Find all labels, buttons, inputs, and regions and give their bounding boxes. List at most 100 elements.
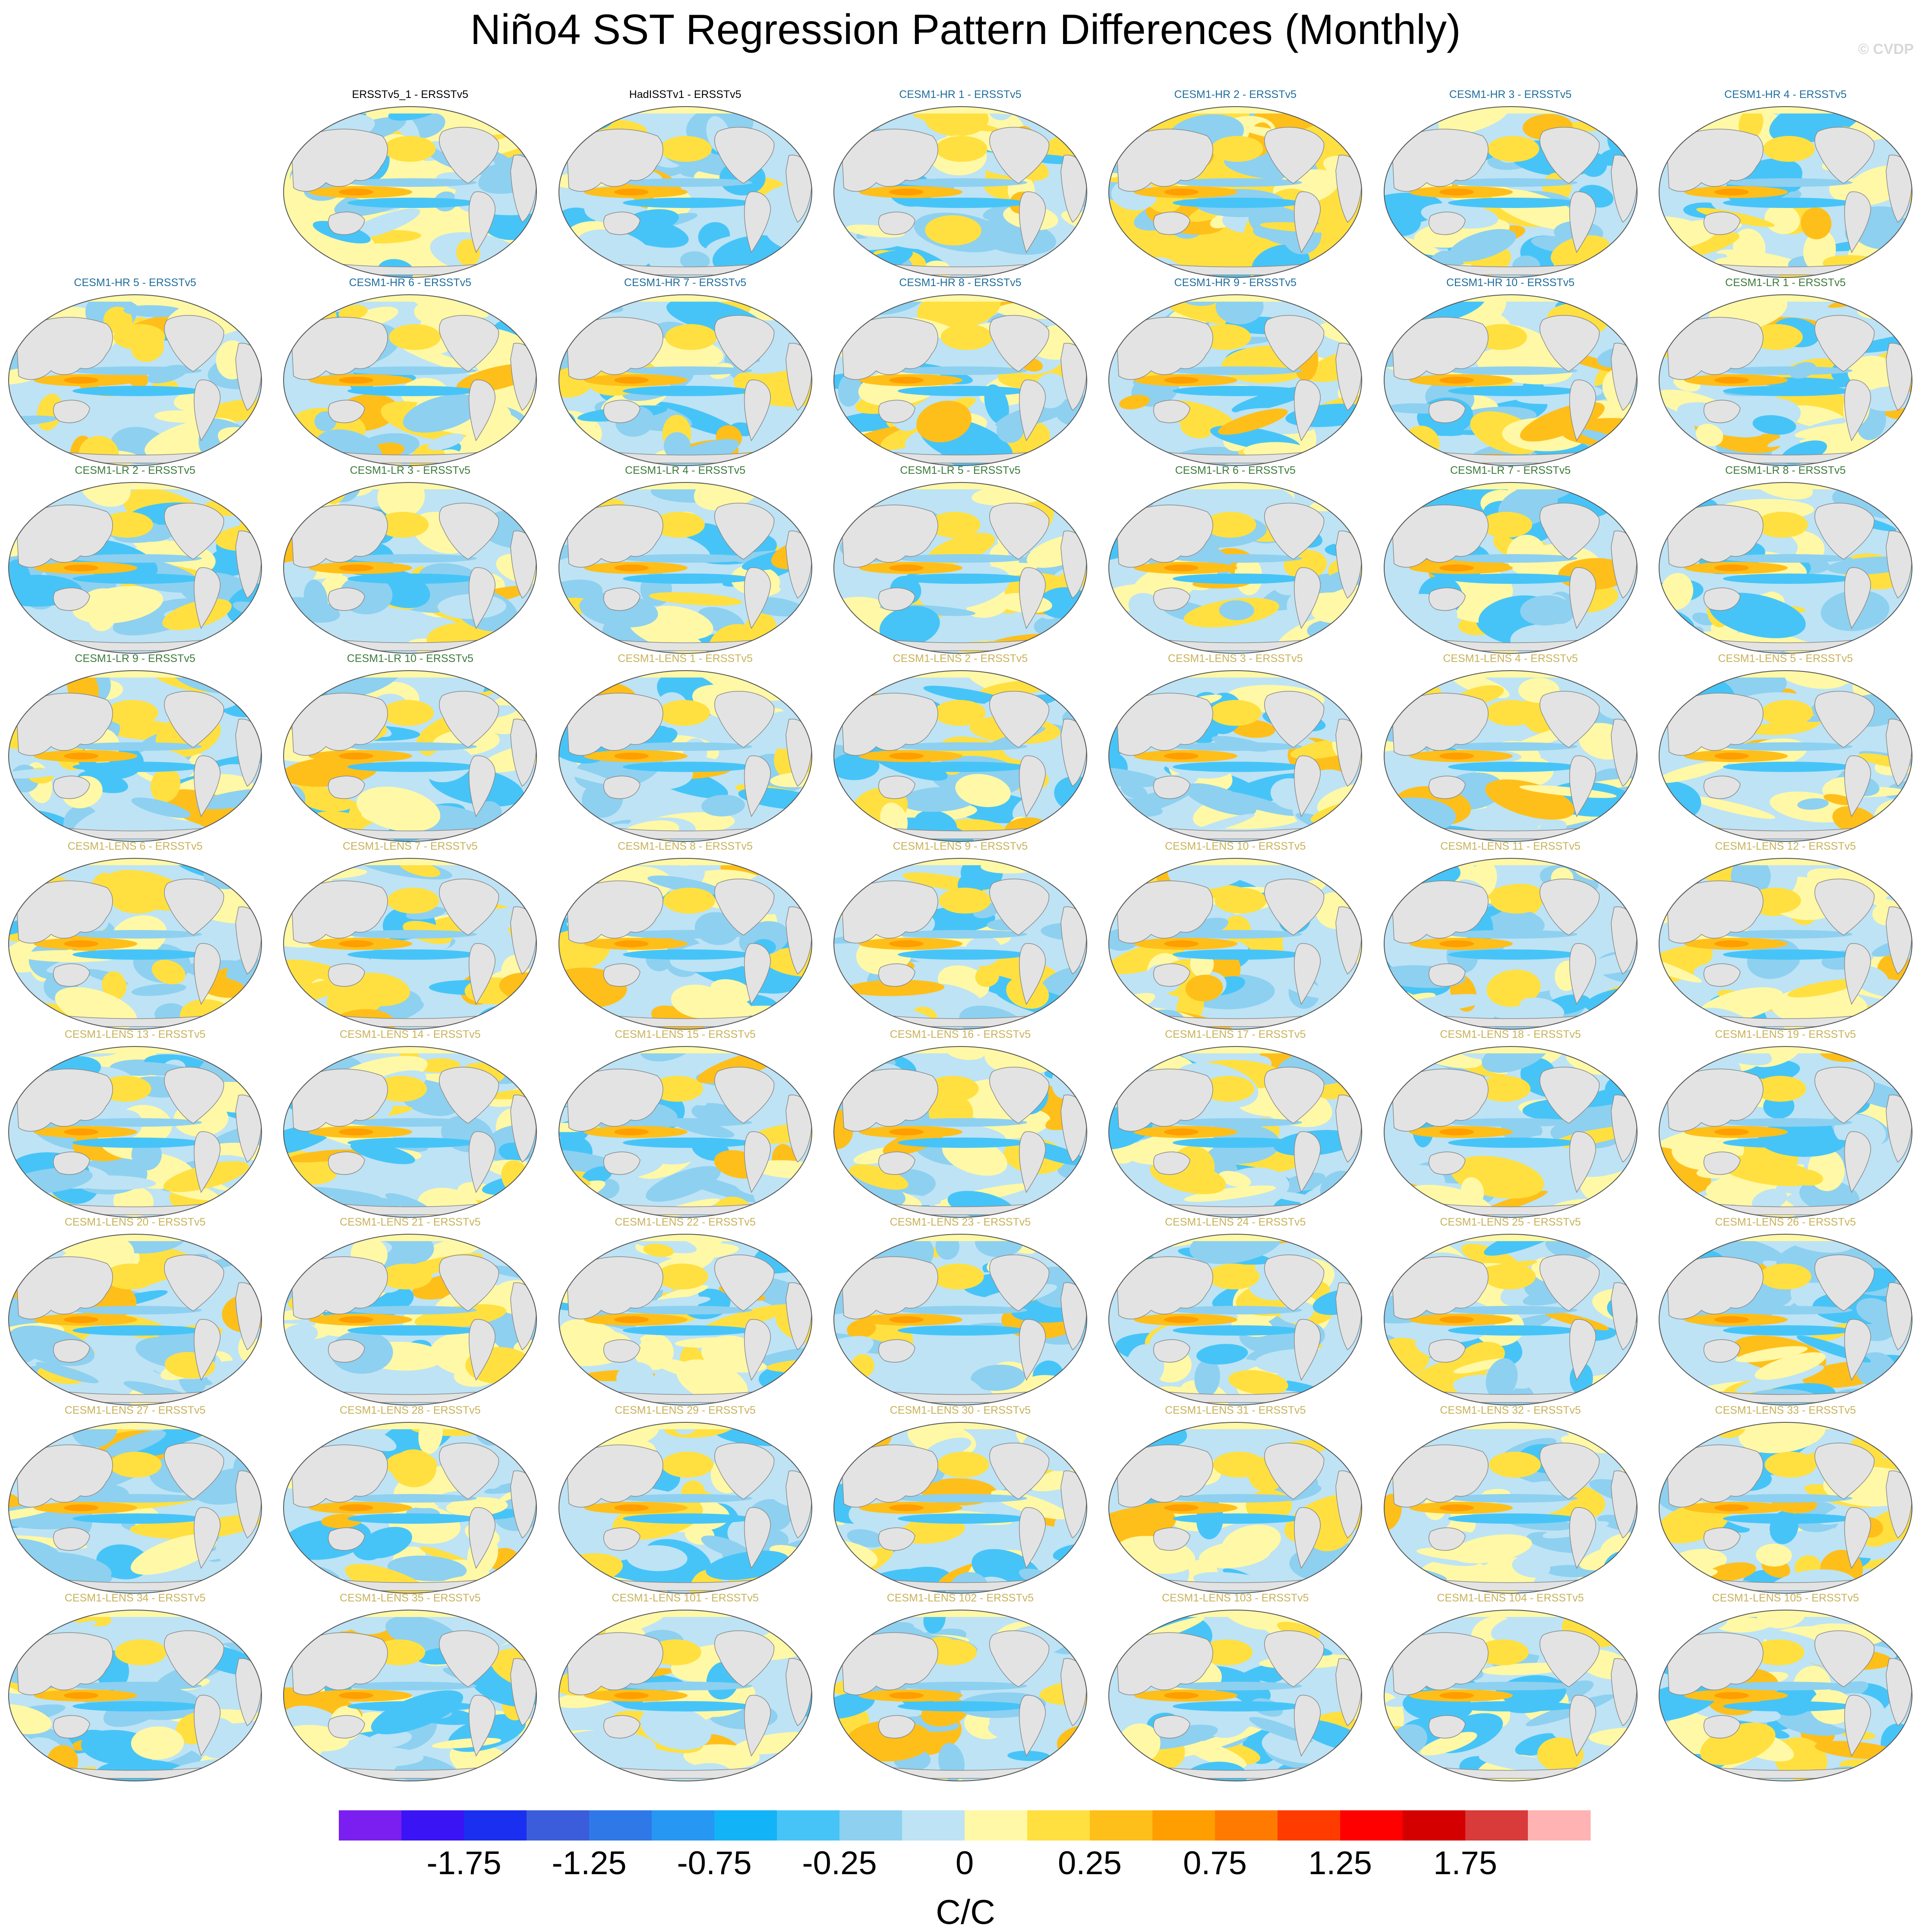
colorbar-swatch (902, 1810, 965, 1841)
regression-map (558, 1421, 812, 1594)
colorbar-tick-label: 0.25 (1058, 1845, 1122, 1882)
regression-map (833, 1421, 1087, 1594)
map-panel: CESM1-LENS 16 - ERSSTv5 (831, 1028, 1090, 1220)
panel-title: CESM1-LENS 2 - ERSSTv5 (893, 652, 1028, 665)
panel-title: CESM1-LR 2 - ERSSTv5 (75, 464, 196, 476)
colorbar-tick-label: -1.25 (552, 1845, 626, 1882)
panel-title: CESM1-HR 10 - ERSSTv5 (1446, 276, 1575, 289)
regression-map (833, 1234, 1087, 1406)
map-panel: CESM1-LENS 21 - ERSSTv5 (281, 1216, 540, 1408)
panel-title: CESM1-LENS 33 - ERSSTv5 (1715, 1404, 1856, 1416)
panel-title: CESM1-LENS 31 - ERSSTv5 (1164, 1404, 1306, 1416)
map-panel: CESM1-LENS 9 - ERSSTv5 (831, 840, 1090, 1032)
panel-title: CESM1-LENS 9 - ERSSTv5 (893, 840, 1028, 852)
map-panel: HadISSTv1 - ERSSTv5 (556, 88, 815, 281)
panel-title: CESM1-LENS 20 - ERSSTv5 (64, 1216, 206, 1228)
map-panel: CESM1-LENS 29 - ERSSTv5 (556, 1404, 815, 1596)
map-panel: CESM1-LENS 17 - ERSSTv5 (1106, 1028, 1365, 1220)
panel-title: CESM1-LENS 104 - ERSSTv5 (1437, 1592, 1584, 1604)
map-panel: CESM1-LR 8 - ERSSTv5 (1656, 464, 1915, 656)
map-panel: CESM1-HR 1 - ERSSTv5 (831, 88, 1090, 281)
colorbar-swatch (1090, 1810, 1153, 1841)
map-panel: CESM1-LENS 103 - ERSSTv5 (1106, 1592, 1365, 1784)
colorbar-swatch (589, 1810, 652, 1841)
panel-title: CESM1-LENS 18 - ERSSTv5 (1440, 1028, 1581, 1040)
panel-title: HadISSTv1 - ERSSTv5 (629, 88, 741, 101)
panel-title: CESM1-LENS 32 - ERSSTv5 (1440, 1404, 1581, 1416)
map-panel: CESM1-LENS 2 - ERSSTv5 (831, 652, 1090, 845)
regression-map (833, 482, 1087, 654)
regression-map (1108, 1234, 1363, 1406)
regression-map (283, 106, 537, 278)
map-panel: CESM1-LR 3 - ERSSTv5 (281, 464, 540, 656)
regression-map (558, 1234, 812, 1406)
panel-title: CESM1-LENS 30 - ERSSTv5 (890, 1404, 1031, 1416)
panel-title: CESM1-LENS 11 - ERSSTv5 (1440, 840, 1581, 852)
map-panel: CESM1-LENS 4 - ERSSTv5 (1381, 652, 1640, 845)
panel-title: CESM1-LENS 5 - ERSSTv5 (1718, 652, 1853, 665)
regression-map (1383, 858, 1638, 1030)
colorbar-swatch (1465, 1810, 1528, 1841)
map-panel: CESM1-LENS 18 - ERSSTv5 (1381, 1028, 1640, 1220)
map-panel: CESM1-HR 5 - ERSSTv5 (6, 277, 265, 469)
map-panel: CESM1-LENS 30 - ERSSTv5 (831, 1404, 1090, 1596)
panel-title: CESM1-LENS 35 - ERSSTv5 (340, 1592, 481, 1604)
regression-map (558, 294, 812, 466)
map-panel: CESM1-LENS 5 - ERSSTv5 (1656, 652, 1915, 845)
regression-map (1383, 1234, 1638, 1406)
colorbar-tick-label: 0 (956, 1845, 974, 1882)
regression-map (1383, 670, 1638, 842)
map-panel: CESM1-LENS 26 - ERSSTv5 (1656, 1216, 1915, 1408)
regression-map (1383, 1421, 1638, 1594)
map-panel: CESM1-LENS 1 - ERSSTv5 (556, 652, 815, 845)
map-panel: CESM1-HR 9 - ERSSTv5 (1106, 277, 1365, 469)
regression-map (833, 670, 1087, 842)
panel-title: CESM1-LENS 25 - ERSSTv5 (1440, 1216, 1581, 1228)
colorbar-swatch (527, 1810, 590, 1841)
map-panel: CESM1-LENS 20 - ERSSTv5 (6, 1216, 265, 1408)
regression-map (1383, 106, 1638, 278)
regression-map (1108, 670, 1363, 842)
regression-map (283, 1610, 537, 1781)
regression-map (1658, 858, 1912, 1030)
watermark: © CVDP (1858, 41, 1914, 57)
map-panel: CESM1-LENS 28 - ERSSTv5 (281, 1404, 540, 1596)
map-panel: CESM1-LENS 13 - ERSSTv5 (6, 1028, 265, 1220)
map-panel: CESM1-LENS 25 - ERSSTv5 (1381, 1216, 1640, 1408)
map-panel: CESM1-LENS 22 - ERSSTv5 (556, 1216, 815, 1408)
panel-title: CESM1-LENS 15 - ERSSTv5 (615, 1028, 756, 1040)
colorbar-tick-label: 1.75 (1433, 1845, 1497, 1882)
panel-title: CESM1-LENS 23 - ERSSTv5 (890, 1216, 1031, 1228)
map-panel: CESM1-LENS 7 - ERSSTv5 (281, 840, 540, 1032)
map-panel: CESM1-LENS 19 - ERSSTv5 (1656, 1028, 1915, 1220)
colorbar-swatch (401, 1810, 464, 1841)
colorbar-tick-label: 0.75 (1183, 1845, 1247, 1882)
colorbar-swatch (1340, 1810, 1403, 1841)
regression-map (833, 294, 1087, 466)
regression-map (283, 858, 537, 1030)
map-panel: CESM1-LENS 8 - ERSSTv5 (556, 840, 815, 1032)
map-panel: CESM1-LR 9 - ERSSTv5 (6, 652, 265, 845)
regression-map (8, 858, 262, 1030)
map-panel: CESM1-LENS 104 - ERSSTv5 (1381, 1592, 1640, 1784)
map-panel: ERSSTv5_1 - ERSSTv5 (281, 88, 540, 281)
panel-title: CESM1-LR 4 - ERSSTv5 (625, 464, 746, 476)
map-panel: CESM1-LR 1 - ERSSTv5 (1656, 277, 1915, 469)
panel-title: CESM1-LENS 17 - ERSSTv5 (1164, 1028, 1306, 1040)
map-panel: CESM1-LENS 11 - ERSSTv5 (1381, 840, 1640, 1032)
regression-map (283, 1046, 537, 1218)
map-panel: CESM1-HR 6 - ERSSTv5 (281, 277, 540, 469)
map-panel: CESM1-LENS 15 - ERSSTv5 (556, 1028, 815, 1220)
colorbar-swatch (777, 1810, 840, 1841)
regression-map (1658, 670, 1912, 842)
panel-title: CESM1-LENS 105 - ERSSTv5 (1712, 1592, 1859, 1604)
regression-map (1108, 106, 1363, 278)
panel-title: CESM1-LENS 24 - ERSSTv5 (1164, 1216, 1306, 1228)
regression-map (283, 1421, 537, 1594)
regression-map (1658, 294, 1912, 466)
map-panel: CESM1-LENS 105 - ERSSTv5 (1656, 1592, 1915, 1784)
panel-title: CESM1-LENS 14 - ERSSTv5 (340, 1028, 481, 1040)
regression-map (1383, 482, 1638, 654)
map-panel: CESM1-LENS 35 - ERSSTv5 (281, 1592, 540, 1784)
colorbar-swatch (1027, 1810, 1090, 1841)
